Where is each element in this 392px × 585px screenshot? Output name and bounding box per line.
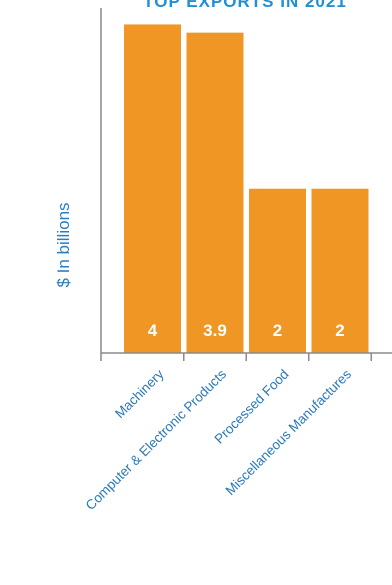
bar-3 (249, 188, 306, 353)
category-label-4: Miscellaneous Manufactures (223, 366, 355, 498)
category-label-2: Computer & Electronic Products (83, 366, 230, 513)
value-label-4: 2 (335, 321, 344, 340)
bar-4 (311, 188, 369, 353)
value-label-2: 3.9 (203, 321, 227, 340)
category-label-1: Machinery (112, 366, 167, 421)
bar-2 (186, 32, 244, 354)
value-label-1: 4 (148, 321, 158, 340)
x-ticks-group (100, 353, 372, 361)
value-label-3: 2 (273, 321, 282, 340)
bar-1 (124, 24, 181, 354)
value-labels-group: 4 3.9 2 2 (148, 321, 345, 340)
chart-title: TOP EXPORTS IN 2021 (143, 0, 347, 11)
bars-group (124, 24, 369, 354)
y-axis-label: $ In billions (54, 202, 73, 287)
